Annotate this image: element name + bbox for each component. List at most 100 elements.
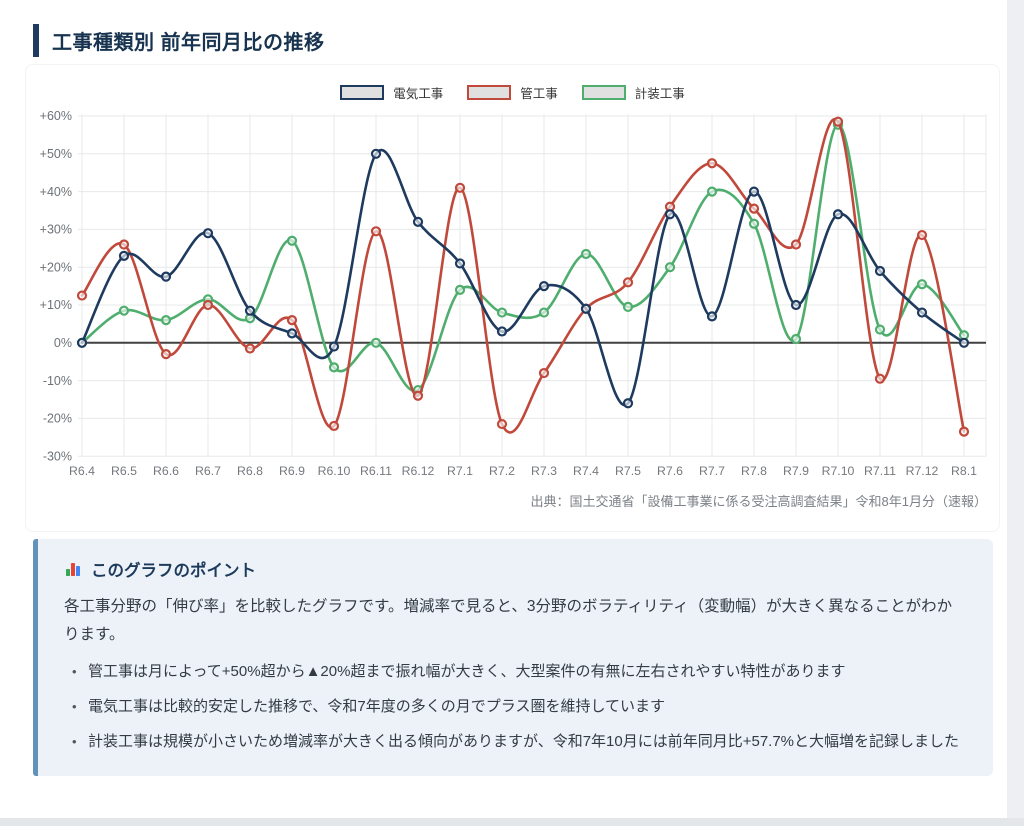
data-point — [706, 186, 718, 197]
legend-swatch — [340, 84, 385, 100]
y-axis-tick: +10% — [40, 298, 72, 312]
chart-card: 電気工事 管工事 計装工事 +60% +50% +40% +30% +20% +10% 0% -1… — [25, 64, 1000, 532]
data-point — [706, 311, 718, 322]
data-point — [832, 209, 844, 220]
x-axis-tick: R7.3 — [531, 464, 557, 478]
callout-box: このグラフのポイント 各工事分野の「伸び率」を比較したグラフです。増減率で見ると… — [33, 539, 993, 776]
data-point — [958, 337, 970, 348]
data-point — [874, 324, 886, 335]
data-point — [496, 326, 508, 337]
x-axis-tick: R7.10 — [822, 464, 855, 478]
data-point — [748, 218, 760, 229]
x-axis-tick: R6.8 — [237, 464, 263, 478]
x-axis-tick: R6.5 — [111, 464, 137, 478]
x-axis-tick: R7.2 — [489, 464, 515, 478]
data-point — [76, 290, 88, 301]
x-axis-tick: R6.12 — [402, 464, 435, 478]
x-axis-tick: R7.1 — [447, 464, 473, 478]
data-point — [916, 229, 928, 241]
y-axis-tick: -20% — [43, 412, 72, 426]
x-axis-tick: R7.5 — [615, 464, 641, 478]
data-point — [622, 277, 634, 288]
legend-swatch — [581, 84, 626, 100]
data-point — [538, 307, 550, 318]
data-point — [916, 307, 928, 318]
data-point — [370, 226, 382, 237]
callout-bullet: 計装工事は規模が小さいため増減率が大きく出る傾向がありますが、令和7年10月には… — [72, 729, 967, 755]
data-point — [328, 341, 340, 352]
x-axis-tick: R6.7 — [195, 464, 221, 478]
x-axis-tick: R6.11 — [360, 464, 392, 478]
data-point — [328, 362, 340, 373]
y-axis-tick: +30% — [40, 223, 72, 237]
source-caption: 出典：国土交通省「設備工事業に係る受注高調査結果」令和8年1月分（速報） — [530, 494, 987, 509]
x-axis-tick: R7.6 — [657, 464, 683, 478]
legend-item-2[interactable]: 計装工事 — [581, 83, 685, 102]
x-axis-tick: R7.8 — [741, 464, 767, 478]
data-point — [286, 328, 298, 339]
data-point — [286, 235, 298, 246]
x-axis-tick: R6.9 — [279, 464, 305, 478]
data-point — [706, 158, 718, 169]
legend-item-1[interactable]: 管工事 — [467, 83, 558, 102]
y-axis-tick: +20% — [40, 260, 72, 274]
x-axis-tick: R7.9 — [783, 464, 809, 478]
data-point — [202, 228, 214, 239]
data-point — [664, 262, 676, 273]
data-point — [160, 315, 172, 326]
yoy-line-chart: +60%+50%+40%+30%+20%+10%0%-10%-20%-30%R6… — [40, 109, 987, 478]
data-point — [958, 426, 970, 437]
callout-bullet: 管工事は月によって+50%超から▲20%超まで振れ幅が大きく、大型案件の有無に左… — [72, 659, 967, 685]
callout-title-row: このグラフのポイント — [64, 557, 967, 581]
x-axis-tick: R7.11 — [864, 464, 896, 478]
data-point — [790, 299, 802, 311]
legend-item-0[interactable]: 電気工事 — [340, 83, 443, 102]
x-axis-tick: R8.1 — [951, 464, 977, 478]
data-point — [664, 209, 676, 220]
x-axis-tick: R7.4 — [573, 464, 599, 478]
data-point — [790, 239, 802, 250]
legend-swatch — [467, 84, 512, 100]
y-axis-tick: +60% — [40, 109, 72, 123]
data-point — [538, 367, 550, 379]
callout-bullet-list: 管工事は月によって+50%超から▲20%超まで振れ幅が大きく、大型案件の有無に左… — [64, 659, 967, 756]
title-accent-bar — [33, 24, 39, 57]
data-point — [160, 271, 172, 282]
scrollbar-track[interactable] — [1007, 0, 1024, 818]
data-point — [622, 398, 634, 409]
data-point — [454, 182, 466, 193]
x-axis-tick: R7.7 — [699, 464, 725, 478]
data-point — [118, 250, 130, 261]
callout-bullet: 電気工事は比較的安定した推移で、令和7年度の多くの月でプラス圏を維持しています — [72, 694, 967, 720]
data-point — [370, 337, 382, 348]
chart-legend: 電気工事 管工事 計装工事 — [26, 65, 999, 102]
data-point — [412, 390, 424, 401]
data-point — [118, 305, 130, 316]
data-point — [202, 299, 214, 311]
data-point — [286, 315, 298, 326]
window-bottom-edge — [0, 818, 1024, 826]
data-point — [538, 281, 550, 292]
data-point — [748, 203, 760, 214]
y-axis-tick: -10% — [43, 374, 72, 388]
data-point — [748, 186, 760, 197]
data-point — [454, 258, 466, 269]
data-point — [454, 284, 466, 295]
y-axis-tick: 0% — [54, 336, 72, 350]
callout-intro: 各工事分野の「伸び率」を比較したグラフです。増減率で見ると、3分野のボラティリテ… — [64, 598, 953, 643]
data-point — [580, 303, 592, 314]
data-point — [874, 265, 886, 277]
y-axis-tick: -30% — [43, 449, 72, 463]
data-point — [76, 337, 88, 348]
page-title: 工事種類別 前年同月比の推移 — [52, 32, 325, 54]
chart-line-1 — [80, 117, 966, 434]
data-point — [832, 116, 844, 127]
data-point — [118, 239, 130, 250]
y-axis-tick: +40% — [40, 185, 72, 199]
legend-label: 計装工事 — [634, 86, 685, 101]
x-axis-tick: R7.12 — [906, 464, 939, 478]
callout-title: このグラフのポイント — [91, 562, 256, 580]
section-header: 工事種類別 前年同月比の推移 — [33, 24, 1024, 57]
x-axis-tick: R6.10 — [318, 464, 351, 478]
